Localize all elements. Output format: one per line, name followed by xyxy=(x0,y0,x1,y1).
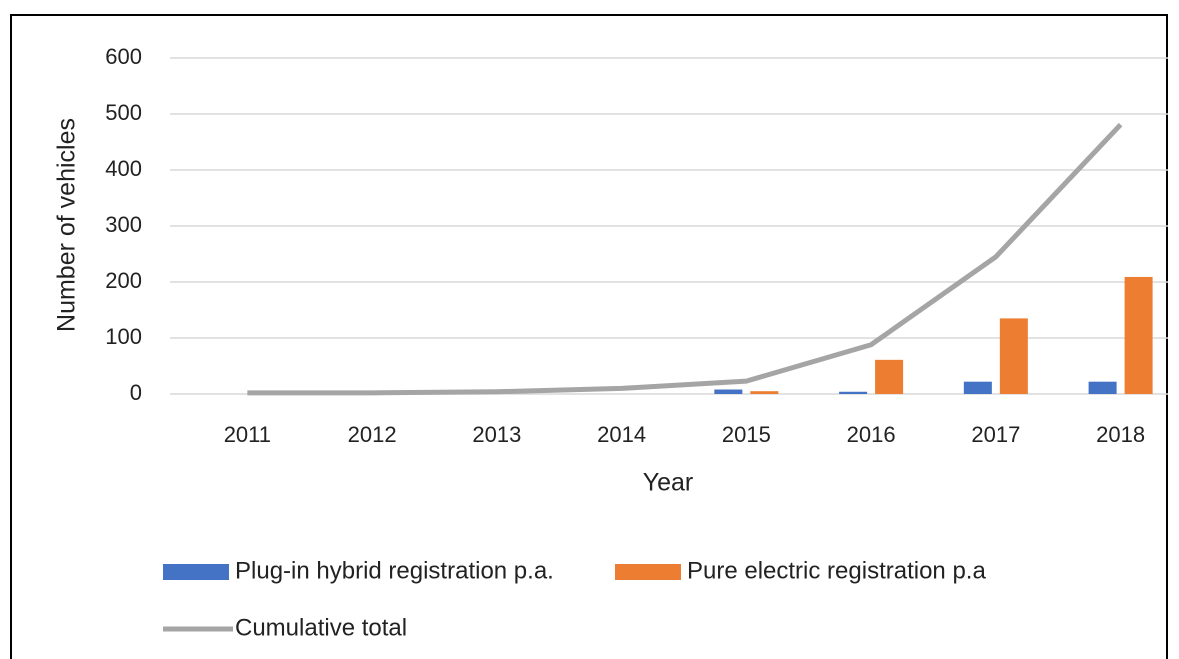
x-tick-label: 2017 xyxy=(971,422,1020,447)
y-axis-title: Number of vehicles xyxy=(53,118,81,332)
x-tick-label: 2015 xyxy=(722,422,771,447)
x-tick-label: 2018 xyxy=(1096,422,1145,447)
x-tick-label: 2014 xyxy=(597,422,646,447)
y-tick-label: 300 xyxy=(105,212,142,237)
x-tick-label: 2016 xyxy=(847,422,896,447)
y-tick-label: 600 xyxy=(105,44,142,69)
bar xyxy=(839,391,868,394)
legend-label: Cumulative total xyxy=(235,614,407,641)
frame xyxy=(10,14,1168,659)
x-tick-label: 2013 xyxy=(472,422,521,447)
bar xyxy=(999,318,1028,394)
y-tick-label: 500 xyxy=(105,100,142,125)
bar xyxy=(963,381,992,394)
bar xyxy=(875,359,904,394)
y-tick-label: 100 xyxy=(105,324,142,349)
x-axis-title: Year xyxy=(643,469,694,497)
bar xyxy=(714,389,743,394)
bar xyxy=(1124,276,1153,394)
legend-swatch xyxy=(615,564,681,580)
legend-label: Plug-in hybrid registration p.a. xyxy=(235,557,554,584)
bar xyxy=(750,391,779,394)
x-tick-label: 2012 xyxy=(348,422,397,447)
legend-swatch xyxy=(163,564,229,580)
y-tick-label: 400 xyxy=(105,156,142,181)
bar xyxy=(1088,381,1117,394)
x-tick-label: 2011 xyxy=(224,422,271,447)
line xyxy=(247,122,1123,396)
y-tick-label: 0 xyxy=(130,380,142,405)
legend-label: Pure electric registration p.a xyxy=(687,557,986,584)
y-tick-label: 200 xyxy=(105,268,142,293)
